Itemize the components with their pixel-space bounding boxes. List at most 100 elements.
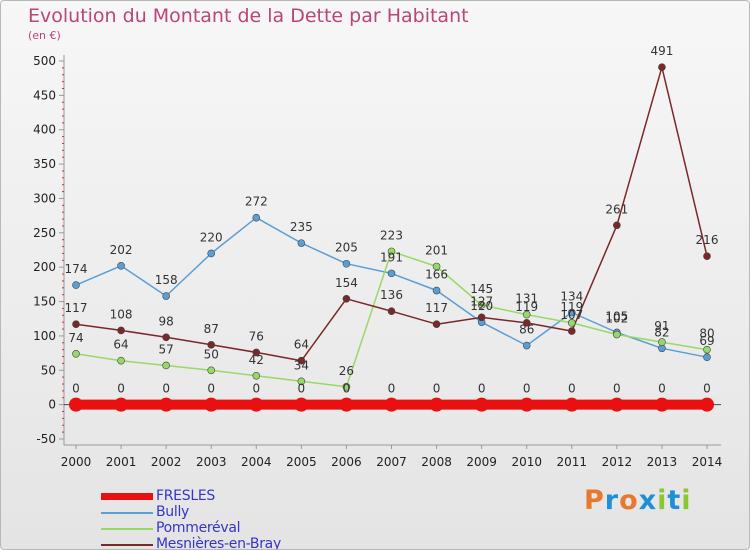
data-label: 98 (159, 314, 174, 328)
data-point (207, 249, 216, 258)
legend-swatch-fresles (101, 493, 153, 500)
data-point (72, 349, 80, 358)
y-tick-label: 200 (33, 260, 56, 274)
data-label: 491 (650, 44, 673, 58)
data-point (297, 239, 306, 247)
data-label: 0 (568, 382, 576, 396)
data-label: 74 (68, 331, 83, 345)
data-point (387, 269, 396, 278)
data-label: 57 (159, 342, 174, 356)
data-label: 0 (162, 382, 170, 396)
data-point (522, 310, 531, 319)
x-tick-label: 2010 (511, 455, 542, 469)
data-label: 216 (696, 233, 719, 247)
data-label: 235 (290, 220, 313, 234)
x-tick-label: 2006 (331, 455, 362, 469)
data-label: 0 (703, 382, 711, 396)
data-point (387, 247, 396, 256)
y-tick-label: 500 (33, 54, 56, 68)
data-label: 0 (433, 382, 441, 396)
data-label: 50 (204, 347, 219, 361)
data-point (342, 382, 351, 391)
data-label: 64 (113, 338, 128, 352)
data-label: 91 (654, 319, 669, 333)
unit-label: (en €) (28, 29, 61, 42)
data-label: 76 (249, 329, 264, 343)
data-label: 119 (560, 300, 583, 314)
data-point (159, 397, 174, 412)
data-label: 119 (515, 300, 538, 314)
data-label: 0 (207, 382, 215, 396)
data-point (297, 356, 306, 365)
data-label: 0 (478, 382, 486, 396)
data-point (474, 397, 489, 412)
data-point (613, 221, 621, 230)
x-tick-label: 2008 (421, 455, 452, 469)
data-label: 108 (110, 307, 133, 321)
data-label: 87 (204, 322, 219, 336)
legend-swatch-mesnieres-en-bray (101, 544, 153, 546)
data-label: 220 (200, 230, 223, 244)
data-point (204, 397, 219, 412)
x-tick-label: 2001 (106, 455, 137, 469)
y-tick-label: 400 (33, 123, 56, 137)
data-point (703, 252, 711, 260)
logo-letter: P (584, 485, 605, 516)
data-label: 0 (658, 382, 666, 396)
y-tick-label: 150 (33, 295, 56, 309)
data-point (567, 319, 576, 327)
data-point (207, 341, 216, 349)
data-label: 102 (605, 312, 628, 326)
data-point (162, 292, 170, 300)
y-tick-label: 450 (33, 88, 56, 102)
data-label: 82 (654, 325, 669, 339)
x-tick-label: 2009 (466, 455, 497, 469)
data-point (249, 397, 264, 412)
data-label: 166 (425, 268, 448, 282)
y-tick-label: 100 (33, 329, 56, 343)
data-label: 136 (380, 288, 403, 302)
data-label: 117 (65, 301, 88, 315)
data-point (252, 371, 261, 380)
x-tick-label: 2012 (602, 455, 633, 469)
data-label: 0 (388, 382, 396, 396)
x-tick-label: 2003 (196, 455, 227, 469)
data-point (69, 397, 83, 412)
data-point (297, 377, 306, 386)
data-label: 107 (560, 308, 583, 322)
x-tick-label: 2004 (241, 455, 272, 469)
legend-label-mesnieres-en-bray: Mesnières-en-Bray (156, 536, 281, 550)
data-point (522, 319, 531, 327)
legend-label-pommereval: Pommeréval (156, 520, 241, 536)
data-point (294, 397, 309, 412)
data-point (432, 286, 441, 295)
data-label: 261 (605, 202, 628, 216)
data-label: 191 (380, 250, 403, 264)
x-tick-label: 2002 (151, 455, 182, 469)
data-point (162, 333, 170, 342)
y-tick-label: 0 (48, 398, 56, 412)
data-label: 80 (699, 327, 714, 341)
y-tick-label: 250 (33, 226, 56, 240)
data-label: 145 (470, 282, 493, 296)
proxiti-logo: Proxiti (584, 485, 692, 516)
data-label: 0 (72, 382, 80, 396)
data-point (342, 259, 351, 268)
x-tick-label: 2014 (692, 455, 723, 469)
data-point (477, 301, 486, 309)
data-point (339, 397, 354, 412)
data-label: 154 (335, 276, 358, 290)
data-point (522, 341, 531, 350)
data-point (432, 320, 441, 329)
data-point (703, 353, 711, 362)
data-point (342, 294, 351, 303)
data-label: 0 (343, 382, 351, 396)
logo-letter: t (667, 485, 682, 516)
data-point (117, 356, 125, 365)
data-label: 0 (252, 382, 260, 396)
data-label: 223 (380, 228, 403, 242)
y-tick-label: 50 (41, 363, 56, 377)
data-label: 0 (613, 382, 621, 396)
data-label: 26 (339, 364, 354, 378)
